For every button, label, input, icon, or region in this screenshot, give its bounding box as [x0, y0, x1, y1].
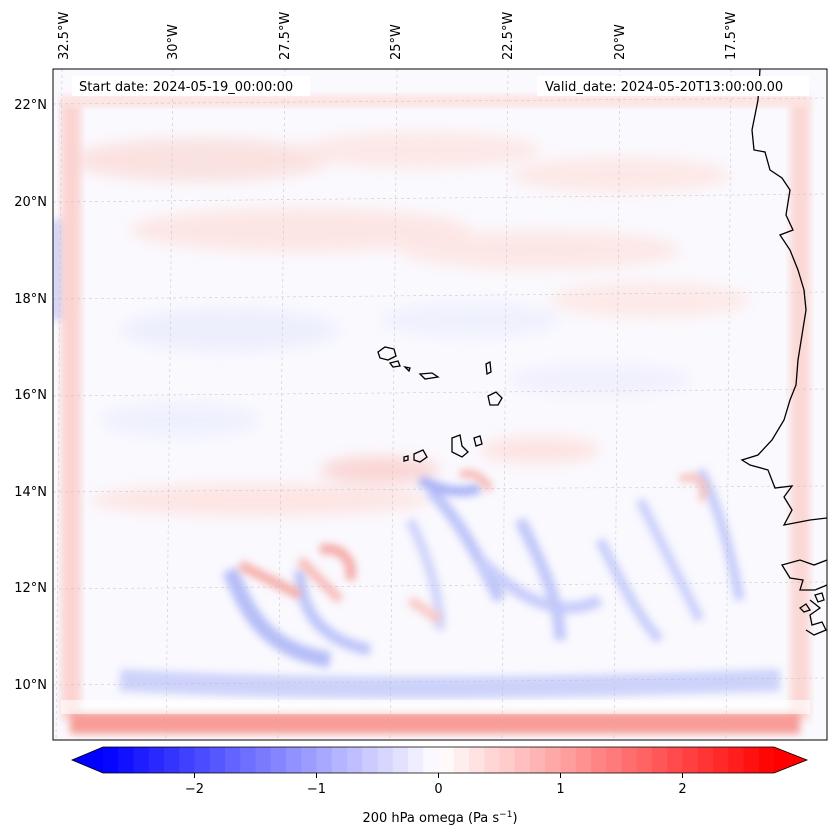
- latitude-labels: 22°N 20°N 18°N 16°N 14°N 12°N 10°N: [14, 98, 47, 693]
- lat-label: 12°N: [14, 581, 47, 596]
- colorbar-cell: [453, 747, 470, 773]
- lon-label: 27.5°W: [278, 12, 293, 60]
- colorbar-cell: [636, 747, 653, 773]
- island-maio: [473, 435, 483, 447]
- island-santo-antao: [377, 346, 397, 361]
- lon-label: 22.5°W: [501, 12, 516, 60]
- lat-label: 22°N: [14, 98, 47, 113]
- colorbar-cell: [606, 747, 623, 773]
- island-boa-vista: [487, 391, 503, 406]
- colorbar-cell: [743, 747, 760, 773]
- colorbar-cell: [484, 747, 501, 773]
- map-frame: [52, 68, 828, 741]
- lon-label: 17.5°W: [724, 12, 739, 60]
- omega-field: [53, 95, 810, 734]
- colorbar-outline: [70, 746, 809, 774]
- colorbar-cell: [713, 747, 729, 773]
- valid-date-text: Valid_date: 2024-05-20T13:00:00.00: [545, 80, 783, 95]
- colorbar-cell: [530, 747, 546, 773]
- colorbar-cell: [362, 747, 379, 773]
- colorbar-tick-label: 0: [434, 782, 442, 797]
- coastlines: [377, 69, 827, 636]
- lat-label: 10°N: [14, 678, 47, 693]
- africa-coastline: [740, 69, 827, 636]
- colorbar-ticks: −2 −1 0 1 2: [185, 773, 687, 797]
- map-panel: Start date: 2024-05-19_00:00:00 Valid_da…: [52, 68, 828, 741]
- colorbar-cell: [408, 747, 424, 773]
- colorbar-cell: [575, 747, 592, 773]
- colorbar-cell: [652, 747, 668, 773]
- lat-label: 16°N: [14, 388, 47, 403]
- lon-label: 25°W: [389, 24, 404, 60]
- colorbar-cell: [148, 747, 165, 773]
- colorbar-cell: [347, 747, 363, 773]
- colorbar-tick-label: 2: [678, 782, 686, 797]
- colorbar-cell: [301, 747, 318, 773]
- colorbar-extend-max: [774, 747, 807, 773]
- colorbar-cell: [209, 747, 226, 773]
- colorbar-tick-label: −2: [185, 782, 204, 797]
- colorbar-cell: [697, 747, 714, 773]
- colorbar-cell: [438, 747, 455, 773]
- colorbar-cell: [331, 747, 348, 773]
- valid-date-annotation: Valid_date: 2024-05-20T13:00:00.00: [537, 76, 809, 96]
- colorbar-cell: [499, 747, 516, 773]
- lon-label: 20°W: [613, 24, 628, 60]
- colorbar-cell: [133, 747, 150, 773]
- colorbar-cell: [667, 747, 684, 773]
- start-date-annotation: Start date: 2024-05-19_00:00:00: [72, 76, 310, 96]
- lon-label: 30°W: [166, 24, 181, 60]
- lat-label: 14°N: [14, 485, 47, 500]
- colorbar-cell: [255, 747, 272, 773]
- colorbar-cell: [514, 747, 531, 773]
- lon-label: 32.5°W: [57, 12, 72, 60]
- colorbar-cell: [194, 747, 211, 773]
- colorbar-cell: [392, 747, 409, 773]
- colorbar-cell: [316, 747, 333, 773]
- gridlines: [52, 68, 828, 741]
- colorbar: −2 −1 0 1 2 200 hPa omega (Pa s−1): [70, 746, 809, 826]
- colorbar-tick-label: 1: [556, 782, 564, 797]
- island-santa-luzia: [403, 365, 411, 373]
- colorbar-cell: [682, 747, 699, 773]
- colorbar-cell: [103, 747, 119, 773]
- colorbar-cell: [270, 747, 287, 773]
- colorbar-cell: [286, 747, 302, 773]
- island-sao-nicolau: [418, 372, 440, 380]
- colorbar-cell: [469, 747, 485, 773]
- lat-label: 20°N: [14, 195, 47, 210]
- start-date-text: Start date: 2024-05-19_00:00:00: [79, 80, 293, 95]
- colorbar-cell: [758, 747, 775, 773]
- longitude-labels: 32.5°W 30°W 27.5°W 25°W 22.5°W 20°W 17.5…: [57, 12, 739, 60]
- lat-label: 18°N: [14, 292, 47, 307]
- colorbar-label: 200 hPa omega (Pa s−1): [362, 810, 517, 826]
- colorbar-cell: [118, 747, 135, 773]
- colorbar-cell: [179, 747, 196, 773]
- colorbar-cell: [240, 747, 257, 773]
- island-brava: [403, 455, 409, 462]
- colorbar-cell: [728, 747, 745, 773]
- island-sao-vicente: [388, 360, 401, 368]
- colorbar-cell: [164, 747, 180, 773]
- colorbar-cell: [591, 747, 607, 773]
- colorbar-cell: [560, 747, 577, 773]
- colorbar-tick-label: −1: [307, 782, 326, 797]
- colorbar-cell: [225, 747, 241, 773]
- colorbar-cell: [621, 747, 638, 773]
- colorbar-cell: [377, 747, 394, 773]
- colorbar-cells: [72, 747, 807, 773]
- colorbar-cell: [545, 747, 562, 773]
- island-sal: [485, 360, 492, 376]
- island-santiago: [451, 434, 469, 458]
- colorbar-extend-min: [72, 747, 103, 773]
- bissagos-islands: [798, 592, 825, 613]
- island-fogo: [413, 449, 428, 463]
- colorbar-cell: [423, 747, 440, 773]
